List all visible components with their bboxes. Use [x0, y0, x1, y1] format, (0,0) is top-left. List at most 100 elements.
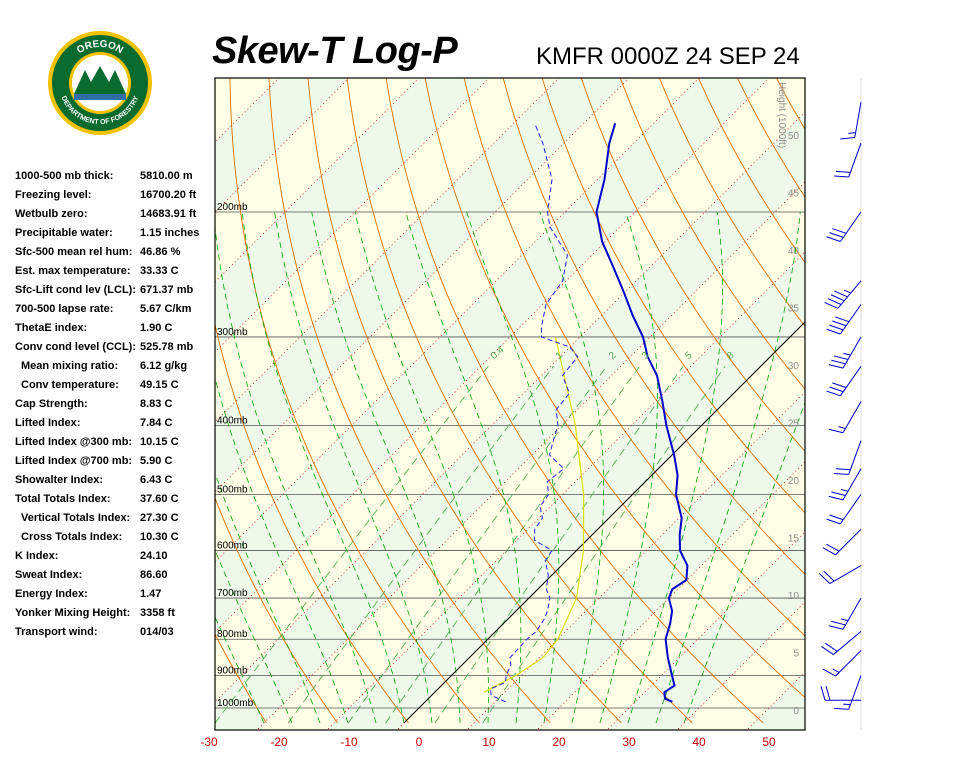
temperature-profile — [595, 123, 689, 703]
index-row: Total Totals Index: 37.60 C — [15, 491, 215, 510]
index-value: 5.67 C/km — [140, 303, 192, 315]
index-value: 37.60 C — [140, 493, 179, 505]
index-row: Wetbulb zero: 14683.91 ft — [15, 206, 215, 225]
mixing-ratio-line — [215, 366, 489, 724]
temperature-tick-label: -20 — [270, 735, 288, 749]
index-label: Cross Totals Index: — [21, 531, 123, 543]
index-value: 10.15 C — [140, 436, 179, 448]
index-row: 700-500 lapse rate: 5.67 C/km — [15, 301, 215, 320]
dry-adiabat — [215, 322, 409, 724]
chart-title: Skew-T Log-P — [212, 30, 458, 72]
index-value: 1.47 — [140, 588, 162, 600]
plot-frame — [214, 77, 806, 731]
index-value: 1.90 C — [140, 322, 173, 334]
moist-adiabat — [655, 211, 801, 724]
wind-barb — [822, 528, 862, 556]
index-row: Sweat Index: 86.60 — [15, 567, 215, 586]
moist-adiabat — [539, 211, 605, 724]
index-label: K Index: — [15, 550, 59, 562]
height-tick-label: 25 — [788, 419, 800, 430]
pressure-label: 200mb — [217, 202, 248, 213]
temperature-tick-label: 10 — [482, 735, 496, 749]
height-tick-label: 5 — [793, 649, 799, 660]
index-value: 3358 ft — [140, 607, 175, 619]
moist-adiabat — [311, 211, 461, 724]
index-label: 700-500 lapse rate: — [15, 303, 114, 315]
pressure-label: 400mb — [217, 416, 248, 427]
temperature-band — [215, 78, 490, 352]
sounding-profiles — [483, 123, 689, 703]
index-row: Freezing level: 16700.20 ft — [15, 187, 215, 206]
wind-barb — [826, 494, 862, 525]
index-label: Precipitable water: — [15, 227, 113, 239]
index-label: Est. max temperature: — [15, 265, 131, 277]
temperature-band — [215, 78, 630, 492]
wind-barb — [834, 143, 862, 178]
temperature-tick-label: 50 — [762, 735, 776, 749]
wind-barbs — [819, 78, 862, 730]
index-label: Yonker Mixing Height: — [15, 607, 131, 619]
index-row: Yonker Mixing Height: 3358 ft — [15, 605, 215, 624]
height-tick-label: 45 — [788, 189, 800, 200]
dewpoint-profile — [490, 123, 579, 703]
index-value: 16700.20 ft — [140, 189, 197, 201]
wind-barb — [826, 304, 862, 335]
dry-adiabat — [502, 78, 805, 575]
mixing-ratio-line — [482, 366, 726, 724]
dry-adiabat — [848, 0, 960, 723]
wind-barb — [828, 468, 862, 501]
index-row: Conv temperature: 49.15 C — [15, 377, 215, 396]
wind-barb — [819, 565, 862, 585]
dry-adiabat — [541, 78, 805, 514]
wind-barb — [834, 675, 862, 710]
dry-adiabat — [463, 78, 805, 637]
pressure-label: 700mb — [217, 588, 248, 599]
height-tick-label: 50 — [788, 131, 800, 142]
index-label: ThetaE index: — [15, 322, 88, 334]
temperature-band — [215, 78, 349, 212]
temperature-band — [747, 672, 805, 730]
moist-adiabat — [683, 401, 805, 724]
forestry-logo: OREGON DEPARTMENT OF FORESTRY — [47, 30, 153, 136]
wind-barb — [826, 211, 862, 242]
index-value: 6.12 g/kg — [140, 360, 188, 372]
index-label: Showalter Index: — [15, 474, 104, 486]
index-label: Sweat Index: — [15, 569, 83, 581]
pressure-label: 600mb — [217, 541, 248, 552]
index-label: Cap Strength: — [15, 398, 88, 410]
wind-barb — [822, 650, 862, 677]
index-label: Wetbulb zero: — [15, 208, 88, 220]
index-value: 24.10 — [140, 550, 168, 562]
wind-barb — [821, 631, 862, 655]
wind-barb — [840, 101, 862, 140]
moist-adiabat — [215, 376, 349, 724]
moist-adiabat — [215, 224, 377, 724]
wind-barb — [828, 597, 862, 630]
height-tick-label: 15 — [788, 534, 800, 545]
dry-adiabat — [884, 0, 960, 723]
index-row: Lifted Index: 7.84 C — [15, 415, 215, 434]
index-row: Showalter Index: 6.43 C — [15, 472, 215, 491]
mixing-ratio-line — [385, 366, 641, 724]
index-label: Freezing level: — [15, 189, 92, 201]
wind-barb — [826, 366, 862, 397]
wind-barb — [828, 401, 862, 434]
temperature-tick-label: 30 — [622, 735, 636, 749]
index-value: 86.60 — [140, 569, 168, 581]
mixing-ratio-line — [434, 366, 684, 724]
index-value: 33.33 C — [140, 265, 179, 277]
index-label: Lifted Index: — [15, 417, 81, 429]
index-row: Cross Totals Index: 10.30 C — [15, 529, 215, 548]
wind-barb — [824, 280, 862, 309]
moist-adiabat — [215, 472, 321, 724]
dry-adiabat — [346, 78, 693, 724]
index-row: K Index: 24.10 — [15, 548, 215, 567]
index-label: Sfc-Lift cond lev (LCL): — [15, 284, 136, 296]
index-row: 1000-500 mb thick: 5810.00 m — [15, 168, 215, 187]
index-label: Sfc-500 mean rel hum: — [15, 246, 133, 258]
index-row: Precipitable water: 1.15 inches — [15, 225, 215, 244]
index-value: 6.43 C — [140, 474, 173, 486]
index-value: 1.15 inches — [140, 227, 200, 239]
index-row: ThetaE index: 1.90 C — [15, 320, 215, 339]
mixing-ratio-label: 2 — [607, 350, 619, 362]
